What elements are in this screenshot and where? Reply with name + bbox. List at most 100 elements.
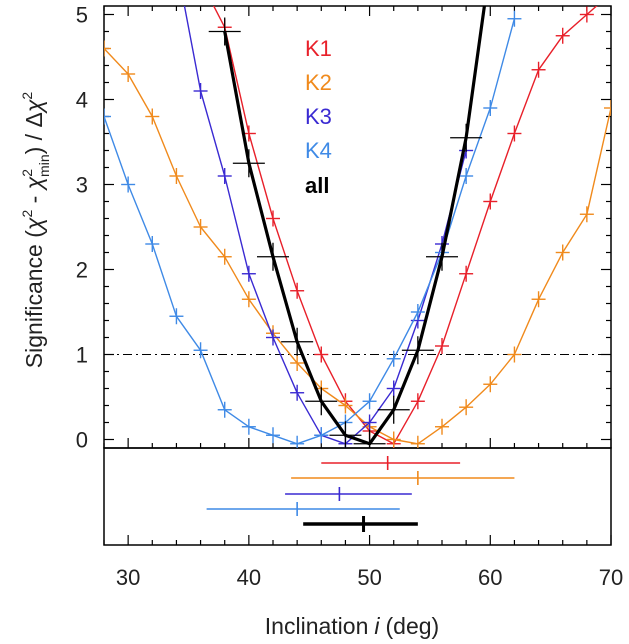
data-point-all — [329, 421, 362, 448]
data-point-k4 — [410, 304, 425, 320]
data-point-k1 — [266, 210, 280, 227]
data-point-k2 — [338, 397, 353, 414]
y-tick-label-5: 5 — [76, 3, 88, 28]
y-tick-label-0: 0 — [76, 428, 88, 453]
y-axis-suffix: ) / Δ — [21, 112, 47, 154]
data-point-k2 — [531, 291, 546, 308]
data-point-k2 — [459, 399, 474, 416]
data-point-k3 — [217, 168, 232, 184]
data-point-all — [353, 429, 386, 448]
data-point-all — [401, 336, 434, 365]
data-point-k4 — [507, 10, 522, 27]
data-point-k3 — [290, 384, 305, 401]
data-point-k2 — [290, 355, 305, 371]
y-tick-label-4: 4 — [76, 88, 88, 113]
data-point-k2 — [193, 219, 208, 235]
data-point-k4 — [314, 427, 329, 444]
data-point-k1 — [410, 393, 425, 410]
data-point-k4 — [362, 393, 377, 410]
legend-item-k4: K4 — [305, 138, 332, 163]
series-line-k1 — [212, 6, 598, 445]
data-point-k2 — [604, 100, 611, 116]
data-point-k4 — [266, 427, 280, 444]
y-tick-labels: 0 1 2 3 4 5 — [76, 3, 88, 453]
data-point-k3 — [266, 329, 280, 346]
data-point-k2 — [507, 346, 522, 363]
data-point-k1 — [555, 27, 570, 44]
y-axis-sup-2: 2 — [19, 169, 35, 177]
legend: K1 K2 K3 K4 all — [305, 36, 332, 198]
data-point-k1 — [507, 125, 522, 142]
x-axis-symbol: i — [374, 613, 380, 639]
y-axis-sub-min: min — [36, 154, 52, 177]
data-point-k3 — [193, 83, 208, 99]
series-line-k3 — [183, 6, 467, 445]
data-point-k2 — [217, 248, 232, 265]
x-tick-label-40: 40 — [237, 565, 261, 590]
y-axis-sup-3: 2 — [19, 92, 35, 100]
x-axis-label-text: Inclination — [265, 613, 369, 639]
legend-item-k2: K2 — [305, 70, 332, 95]
bottom-panel-frame — [103, 447, 612, 546]
y-axis-sup-1: 2 — [19, 210, 35, 218]
data-point-k3 — [241, 265, 256, 282]
data-point-k1 — [531, 61, 546, 78]
data-point-k4 — [169, 308, 184, 325]
series-k2 — [104, 40, 611, 448]
y-axis-chi-2: χ — [21, 176, 47, 191]
data-point-k2 — [483, 376, 498, 393]
best-fit-k3 — [285, 487, 412, 501]
data-point-k4 — [483, 100, 498, 116]
data-point-all — [305, 387, 338, 416]
data-point-k4 — [241, 418, 256, 435]
series-line-all — [223, 6, 487, 446]
data-point-k2 — [386, 431, 401, 448]
y-tick-label-1: 1 — [76, 343, 88, 368]
data-point-all — [257, 242, 289, 271]
data-point-k4 — [217, 401, 232, 418]
data-point-k1 — [435, 338, 449, 354]
x-axis-unit: (deg) — [386, 613, 440, 639]
best-fit-k2 — [291, 471, 515, 485]
data-point-all — [450, 123, 483, 152]
y-tick-label-3: 3 — [76, 173, 88, 198]
data-point-all — [377, 395, 410, 424]
data-point-k2 — [555, 244, 570, 261]
series-all — [208, 6, 487, 448]
data-point-k2 — [104, 40, 111, 57]
data-point-all — [281, 327, 314, 356]
x-tick-label-60: 60 — [478, 565, 502, 590]
data-point-k1 — [483, 193, 498, 210]
y-axis-prefix: Significance ( — [21, 230, 47, 368]
data-point-k1 — [604, 0, 618, 1]
x-axis-title: Inclination i (deg) — [265, 613, 439, 639]
y-axis-minus: - — [21, 189, 47, 209]
main-panel-frame — [103, 5, 612, 449]
best-fit-panel — [206, 456, 515, 532]
data-point-k2 — [579, 206, 594, 223]
x-tick-label-50: 50 — [357, 565, 381, 590]
y-axis-chi: χ — [21, 217, 47, 232]
series-line-k2 — [104, 48, 611, 445]
data-point-k1 — [459, 265, 474, 282]
legend-item-all: all — [305, 173, 329, 198]
data-point-k4 — [121, 176, 136, 193]
best-fit-k1 — [321, 456, 461, 470]
data-point-k2 — [145, 108, 160, 125]
data-point-k2 — [241, 291, 256, 308]
y-axis-chi-3: χ — [21, 99, 47, 114]
data-point-k1 — [314, 346, 329, 363]
data-point-k4 — [145, 236, 160, 252]
y-axis-title: Significance (χ2 - χ2min) / Δχ2 — [19, 92, 52, 369]
legend-item-k1: K1 — [305, 36, 332, 61]
data-point-all — [232, 149, 265, 178]
plot-area — [104, 0, 618, 448]
x-tick-labels: 30 40 50 60 70 — [116, 565, 623, 590]
data-point-all — [426, 242, 458, 271]
data-point-k1 — [290, 282, 305, 299]
legend-item-k3: K3 — [305, 104, 332, 129]
data-point-k4 — [386, 350, 401, 367]
best-fit-k4 — [206, 502, 400, 516]
data-point-k4 — [193, 342, 208, 359]
